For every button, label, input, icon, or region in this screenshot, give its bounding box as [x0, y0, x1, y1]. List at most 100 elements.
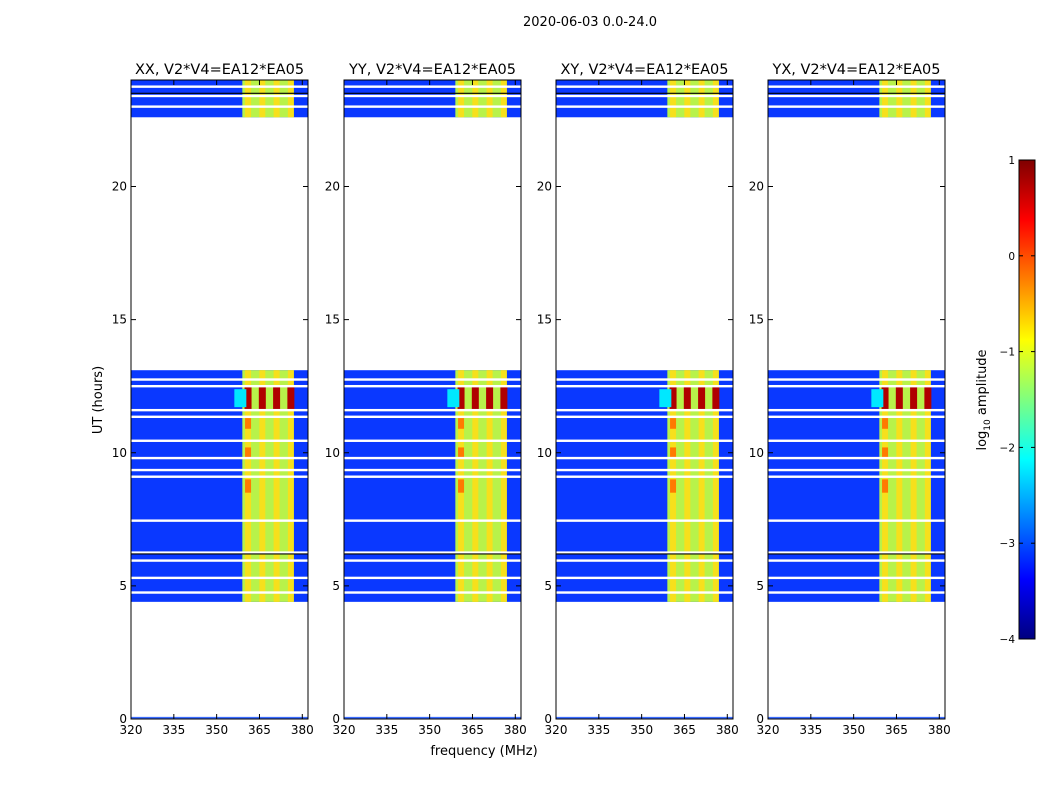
time-gap-line [768, 85, 945, 88]
peak-cell [258, 386, 266, 411]
time-gap-line [344, 85, 521, 88]
colorbar-ticks: 1 0 −1 −2 −3 −4 [1000, 155, 1035, 646]
time-gap-line [768, 468, 945, 472]
x-tick-label: 320 [757, 723, 780, 737]
panel-xx: XX, V2*V4=EA12*EA05 320 335 350 365 380 0 5 10 15… [112, 62, 314, 737]
y-tick-label: 20 [325, 180, 340, 194]
peak-cell [924, 386, 932, 411]
time-gap-line [344, 415, 521, 419]
panel-yx-image [768, 80, 945, 719]
channel-stripe [698, 370, 705, 602]
y-tick-label: 10 [537, 446, 552, 460]
time-gap-line [768, 94, 945, 98]
time-gap-line [131, 105, 308, 108]
peak-cell [273, 386, 281, 411]
time-gap-line [556, 85, 733, 88]
channel-stripe [245, 80, 252, 118]
warm-cell [458, 418, 465, 429]
x-tick-label: 335 [162, 723, 185, 737]
peak-cell [486, 386, 494, 411]
time-gap-line [344, 384, 521, 388]
warm-cell [882, 447, 889, 459]
colorbar-label: log10 amplitude [975, 349, 993, 450]
panel-frame [767, 79, 946, 720]
peak-cell [881, 386, 889, 411]
peak-cell [244, 386, 252, 411]
y-tick-label: 15 [325, 313, 340, 327]
time-gap-line [768, 519, 945, 522]
peak-cell [895, 386, 903, 411]
colorbar-tick-label: −2 [1000, 442, 1015, 454]
peak-cell [683, 386, 691, 411]
channel-stripe [896, 370, 903, 602]
time-gap-line [556, 519, 733, 522]
colorbar: 1 0 −1 −2 −3 −4 log10 amplitude [975, 155, 1036, 646]
time-gap-line [344, 591, 521, 594]
time-gap-line [131, 576, 308, 580]
channel-stripe [458, 80, 465, 118]
time-gap-line [344, 456, 521, 460]
x-tick-label: 350 [630, 723, 653, 737]
time-gap-line [131, 456, 308, 460]
channel-stripe [472, 80, 479, 118]
warm-cell [882, 418, 889, 429]
x-tick-label: 365 [885, 723, 908, 737]
warm-cell [245, 479, 252, 493]
channel-stripe [698, 80, 705, 118]
time-gap-line [344, 519, 521, 522]
x-tick-label: 320 [545, 723, 568, 737]
panels-group: XX, V2*V4=EA12*EA05 320 335 350 365 380 0 5 10 15… [112, 62, 951, 737]
time-gap-line [344, 475, 521, 478]
y-tick-label: 0 [119, 712, 127, 726]
time-gap-line [131, 384, 308, 388]
peak-cell [500, 386, 508, 411]
y-tick-label: 20 [749, 180, 764, 194]
peak-shoulder [659, 389, 672, 408]
time-gap-line [131, 439, 308, 442]
time-gap-line [768, 415, 945, 419]
time-gap-line [131, 85, 308, 88]
time-gap-line [131, 551, 308, 554]
peak-cell [471, 386, 479, 411]
channel-stripe [486, 370, 493, 602]
x-tick-label: 365 [248, 723, 271, 737]
panel-xy-image [556, 80, 733, 719]
panel-title: XY, V2*V4=EA12*EA05 [560, 62, 728, 78]
baseline-sliver [556, 716, 733, 719]
time-gap-line [131, 475, 308, 478]
channel-stripe [924, 80, 931, 118]
time-gap-line [768, 475, 945, 478]
x-tick-label: 335 [799, 723, 822, 737]
warm-cell [245, 418, 252, 429]
y-tick-label: 0 [332, 712, 340, 726]
channel-stripe [500, 80, 507, 118]
peak-cell [669, 386, 677, 411]
peak-cell [287, 386, 295, 411]
channel-stripe [287, 80, 294, 118]
channel-stripe [684, 370, 691, 602]
y-tick-label: 10 [749, 446, 764, 460]
time-gap-line [344, 559, 521, 562]
channel-stripe [896, 80, 903, 118]
time-gap-line [344, 408, 521, 412]
time-gap-line [344, 576, 521, 580]
colorbar-tick-label: −3 [1000, 538, 1015, 550]
time-gap-line [344, 105, 521, 108]
peak-shoulder [447, 389, 460, 408]
x-tick-label: 365 [673, 723, 696, 737]
time-gap-line [131, 415, 308, 419]
channel-stripe [882, 80, 889, 118]
time-gap-line [768, 105, 945, 108]
y-tick-label: 15 [537, 313, 552, 327]
time-gap-line [556, 415, 733, 419]
time-gap-line [556, 439, 733, 442]
channel-stripe [684, 80, 691, 118]
time-gap-line [556, 456, 733, 460]
x-tick-label: 350 [842, 723, 865, 737]
channel-stripe [287, 370, 294, 602]
channel-stripe [273, 80, 280, 118]
channel-stripe [712, 370, 719, 602]
y-tick-label: 0 [544, 712, 552, 726]
x-tick-label: 350 [418, 723, 441, 737]
